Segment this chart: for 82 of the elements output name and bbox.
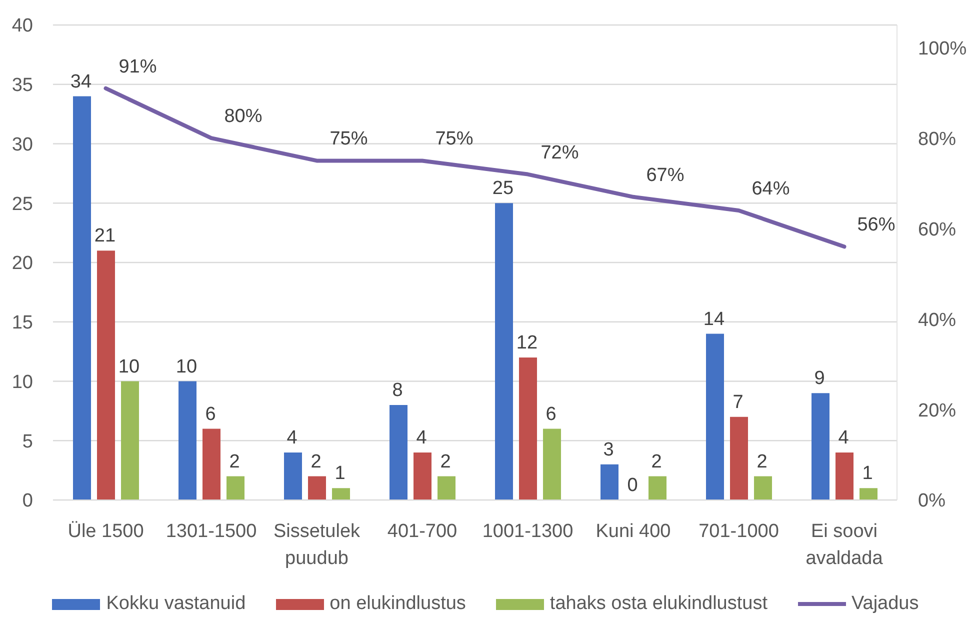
data-label: 2 [440, 451, 451, 472]
bar [730, 416, 748, 500]
data-label: 4 [416, 428, 428, 448]
data-label: 34 [70, 71, 92, 92]
bar [860, 488, 878, 500]
data-label: 75% [330, 128, 368, 150]
x-tick-label: 401-700 [387, 521, 458, 542]
bar [308, 476, 326, 500]
x-tick-label: Kuni 400 [596, 521, 671, 542]
data-label: 4 [286, 428, 298, 448]
data-label: 2 [229, 451, 240, 472]
y-tick-label: 20 [12, 253, 33, 274]
bar [73, 96, 91, 500]
data-label: 2 [756, 451, 768, 472]
data-label: 12 [516, 332, 538, 354]
x-tick-label: 1001-1300 [482, 521, 574, 542]
data-label: 10 [176, 356, 198, 378]
data-label: 10 [118, 356, 140, 378]
bar [178, 381, 196, 500]
data-label: 6 [205, 404, 216, 425]
bar [202, 428, 220, 500]
bar [543, 428, 561, 500]
bar [121, 381, 139, 500]
data-label: 7 [732, 392, 744, 413]
y-tick-label: 10 [12, 372, 33, 393]
data-label: 14 [703, 308, 725, 330]
data-label: 3 [603, 439, 614, 460]
y-tick-label: 25 [12, 194, 33, 215]
x-tick-label: Üle 1500 [68, 521, 144, 542]
legend-label: Kokku vastanuid [106, 593, 246, 615]
y-tick-label: 35 [12, 75, 33, 96]
data-label: 64% [752, 178, 790, 200]
y2-tick-label: 20% [918, 400, 956, 422]
x-tick-label: 701-1000 [698, 521, 779, 542]
y2-tick-label: 80% [918, 128, 956, 150]
y2-tick-label: 100% [918, 38, 967, 60]
data-label: 56% [857, 214, 896, 236]
legend-label: Vajadus [852, 593, 919, 615]
x-tick-label: 1301-1500 [166, 521, 257, 542]
data-label: 2 [651, 451, 662, 472]
data-label: 4 [838, 428, 850, 448]
y-tick-label: 40 [12, 16, 33, 37]
data-label: 8 [392, 380, 403, 401]
x-tick-label: Sissetulek puudub [273, 521, 361, 569]
y-tick-label: 15 [12, 312, 33, 334]
data-label: 1 [862, 463, 873, 484]
bar [648, 476, 666, 500]
bar [438, 476, 456, 500]
bar [226, 476, 244, 500]
data-label: 25 [492, 178, 514, 200]
bar [519, 358, 537, 500]
bar [97, 250, 115, 500]
bar [706, 334, 724, 500]
bar [284, 452, 302, 500]
y-tick-label: 0 [22, 490, 33, 512]
bar [390, 405, 408, 500]
data-label: 2 [310, 451, 322, 472]
bar [754, 476, 772, 500]
y2-tick-label: 60% [918, 219, 956, 240]
data-label: 1 [334, 463, 346, 484]
legend-label: tahaks osta elukindlustust [550, 593, 768, 615]
bar [812, 393, 830, 500]
data-label: 21 [94, 226, 116, 247]
legend-label: on elukindlustus [330, 593, 466, 615]
y-tick-label: 5 [22, 431, 33, 452]
y-tick-label: 30 [12, 134, 33, 156]
data-label: 75% [435, 128, 474, 150]
data-label: 80% [224, 106, 262, 128]
y2-tick-label: 0% [918, 490, 946, 512]
data-label: 6 [546, 404, 556, 425]
data-label: 72% [540, 142, 579, 164]
bar [495, 203, 513, 500]
bar [836, 452, 854, 500]
data-label: 9 [814, 368, 825, 390]
bar [600, 464, 618, 500]
bar [414, 452, 432, 500]
y2-tick-label: 40% [918, 310, 956, 331]
data-label: 0 [627, 475, 638, 496]
data-label: 91% [118, 56, 157, 78]
bar [332, 488, 350, 500]
data-label: 67% [646, 164, 684, 186]
x-tick-label: Ei soovi avaldada [806, 521, 884, 569]
